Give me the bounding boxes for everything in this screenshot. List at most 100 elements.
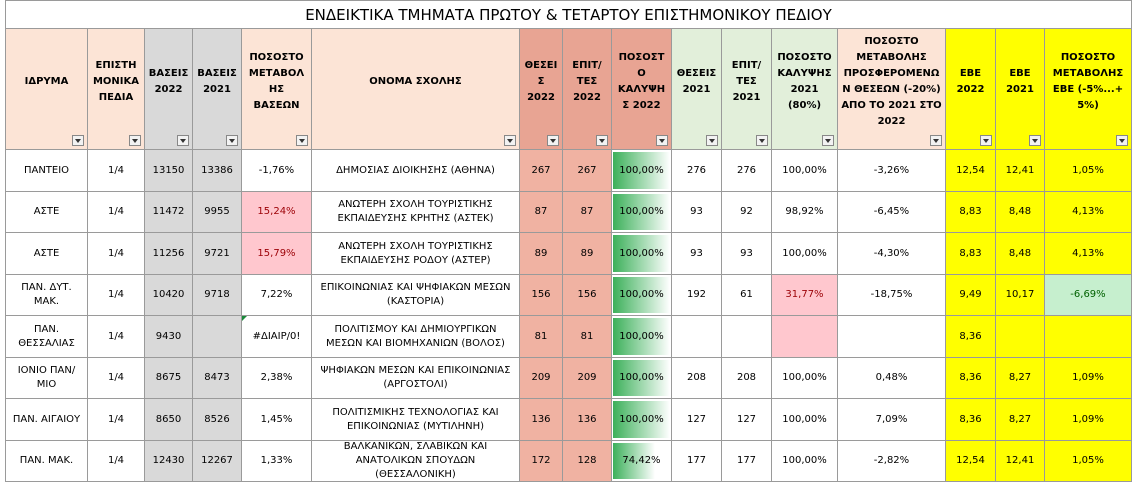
header-cell: ΟΝΟΜΑ ΣΧΟΛΗΣ [312,29,520,150]
cell-value: 92 [740,206,753,217]
cell-value: 7,22% [260,289,293,300]
cell-value: -6,69% [1070,289,1106,300]
data-cell: 12,41 [996,150,1045,192]
filter-button[interactable] [706,135,718,146]
data-cell: 8,27 [996,358,1045,399]
header-label: ΘΕΣΕΙΣ 2022 [524,60,558,103]
data-cell: 9430 [145,316,193,358]
header-cell: ΕΒΕ 2022 [946,29,996,150]
filter-button[interactable] [756,135,768,146]
filter-button[interactable] [930,135,942,146]
data-cell: 1,09% [1045,358,1132,399]
cell-value: 127 [686,413,707,425]
cell-value: 13150 [152,164,185,176]
data-cell: 74,42% [612,441,672,482]
header-cell: ΙΔΡΥΜΑ [5,29,88,150]
filter-button[interactable] [547,135,559,146]
filter-button[interactable] [129,135,141,146]
data-cell: ΨΗΦΙΑΚΩΝ ΜΕΣΩΝ ΚΑΙ ΕΠΙΚΟΙΝΩΝΙΑΣ (ΑΡΓΟΣΤΟ… [312,358,520,399]
cell-value: 100,00% [619,289,664,300]
data-bar [613,152,670,189]
cell-value: 9718 [204,289,230,300]
data-cell: 7,09% [838,399,946,441]
filter-button[interactable] [1029,135,1041,146]
data-cell: 89 [520,233,563,275]
sheet-title: ΕΝΔΕΙΚΤΙΚΑ ΤΜΗΜΑΤΑ ΠΡΩΤΟΥ & ΤΕΤΑΡΤΟΥ ΕΠΙ… [5,0,1132,29]
cell-value: 87 [580,206,594,217]
cell-value: #ΔΙΑΙΡ/0! [252,330,301,342]
filter-button[interactable] [822,135,834,146]
data-cell: 31,77% [772,275,838,316]
cell-value: 276 [736,164,757,176]
data-cell: 87 [520,192,563,233]
data-cell: 136 [520,399,563,441]
data-cell: 209 [520,358,563,399]
cell-value: 1/4 [107,330,125,342]
cell-value: 177 [736,455,757,466]
cell-value: 81 [534,330,548,342]
filter-button[interactable] [177,135,189,146]
data-cell: 8675 [145,358,193,399]
filter-button[interactable] [226,135,238,146]
header-cell: ΠΟΣΟΣΤΟ ΜΕΤΑΒΟΛΗΣ ΕΒΕ (-5%...+ 5%) [1045,29,1132,150]
cell-value: 8473 [204,372,230,383]
data-cell: 1,05% [1045,150,1132,192]
cell-value: 93 [690,247,703,259]
cell-value: 8,83 [959,247,982,259]
cell-value: 1,45% [260,413,293,425]
data-bar [613,318,670,355]
data-cell: -3,26% [838,150,946,192]
data-cell: ΠΟΛΙΤΙΣΜΙΚΗΣ ΤΕΧΝΟΛΟΓΙΑΣ ΚΑΙ ΕΠΙΚΟΙΝΩΝΙΑ… [312,399,520,441]
cell-value: 1,33% [260,455,293,466]
cell-value: 177 [686,455,707,466]
header-cell: ΕΠΙΤ/ΤΕΣ 2021 [722,29,772,150]
cell-value: 8526 [204,413,230,425]
data-cell: 7,22% [242,275,312,316]
header-label: ΕΒΕ 2022 [956,68,985,95]
data-cell: 8,48 [996,233,1045,275]
cell-value: 100,00% [782,413,827,425]
data-cell: 10420 [145,275,193,316]
data-cell: -2,82% [838,441,946,482]
cell-value: ΑΣΤΕ [33,206,60,217]
data-bar [613,443,656,479]
cell-value: 93 [690,206,703,217]
data-cell: ΠΑΝ. ΘΕΣΣΑΛΙΑΣ [5,316,88,358]
cell-value: 74,42% [622,455,661,466]
data-cell: 0,48% [838,358,946,399]
data-cell [672,316,722,358]
data-cell: 9,49 [946,275,996,316]
cell-value: 8,27 [1008,372,1032,383]
cell-value: 136 [531,413,551,425]
cell-value: 1/4 [107,247,125,259]
cell-value: 1/4 [107,372,125,383]
filter-button[interactable] [656,135,668,146]
cell-value: ΒΑΛΚΑΝΙΚΩΝ, ΣΛΑΒΙΚΩΝ ΚΑΙ ΑΝΑΤΟΛΙΚΩΝ ΣΠΟΥ… [343,441,488,480]
cell-value: 156 [577,289,597,300]
cell-value: 10,17 [1005,289,1035,300]
data-cell [838,316,946,358]
cell-value: ΠΑΝ. ΑΙΓΑΙΟΥ [12,413,81,425]
filter-button[interactable] [1116,135,1128,146]
filter-button[interactable] [296,135,308,146]
filter-button[interactable] [980,135,992,146]
cell-value: 12,41 [1005,164,1035,176]
cell-value: 8,27 [1008,413,1032,425]
cell-value: 1,05% [1072,164,1104,176]
filter-button[interactable] [72,135,84,146]
header-label: ΠΟΣΟΣΤΟ ΜΕΤΑΒΟΛΗΣ ΕΒΕ (-5%...+ 5%) [1052,52,1124,111]
data-cell: 1,45% [242,399,312,441]
filter-button[interactable] [596,135,608,146]
filter-button[interactable] [504,135,516,146]
data-cell: 1/4 [88,399,145,441]
cell-value: 276 [686,164,707,176]
cell-value: 8,36 [959,330,982,342]
data-cell: 1/4 [88,275,145,316]
data-cell: 8473 [193,358,242,399]
data-cell [722,316,772,358]
data-cell: 100,00% [612,233,672,275]
cell-value: -4,30% [873,247,910,259]
data-cell: 156 [520,275,563,316]
data-cell: 8,36 [946,399,996,441]
header-label: ΠΟΣΟΣΤΟ ΚΑΛΥΨΗΣ 2022 [617,52,666,111]
